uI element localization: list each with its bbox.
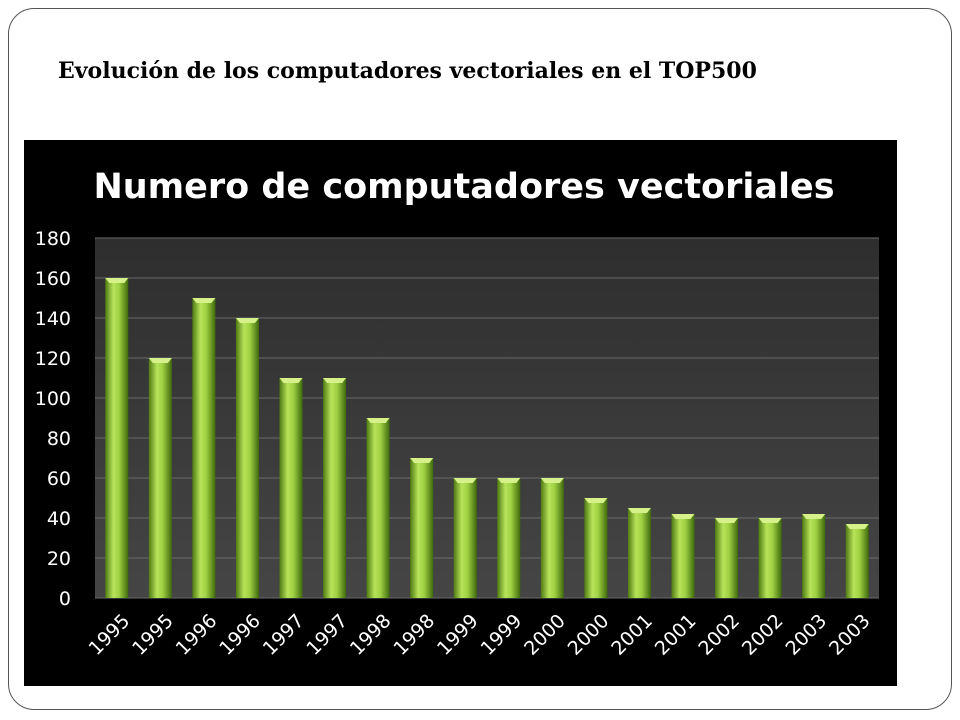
bar-top-highlight	[758, 518, 782, 523]
bar	[671, 514, 695, 598]
bar-top-highlight	[584, 498, 608, 503]
slide-title: Evolución de los computadores vectoriale…	[58, 58, 757, 84]
bar-top-highlight	[366, 418, 390, 423]
bar	[758, 518, 782, 598]
bar	[410, 458, 434, 598]
x-tick-label: 2001	[607, 610, 657, 660]
bar-top-highlight	[845, 524, 869, 529]
bar	[235, 318, 259, 598]
x-tick-label: 1998	[389, 610, 439, 660]
bar-top-highlight	[453, 478, 477, 483]
bar	[715, 518, 739, 598]
y-tick-label: 40	[47, 508, 71, 530]
bar	[540, 478, 564, 598]
bar	[453, 478, 477, 598]
bar	[323, 378, 347, 598]
bar-top-highlight	[540, 478, 564, 483]
x-tick-label: 2003	[781, 610, 831, 660]
bar	[627, 508, 651, 598]
x-tick-label: 2000	[564, 610, 614, 660]
bar-top-highlight	[192, 298, 216, 303]
bar-top-highlight	[323, 378, 347, 383]
bar	[497, 478, 521, 598]
x-tick-label: 2002	[738, 610, 788, 660]
bar-top-highlight	[410, 458, 434, 463]
y-tick-label: 0	[59, 588, 71, 610]
x-tick-label: 2003	[825, 610, 875, 660]
y-tick-label: 180	[35, 228, 71, 250]
y-tick-label: 80	[47, 428, 71, 450]
bar-top-highlight	[497, 478, 521, 483]
plot-area: 0204060801001201401601801995199519961996…	[35, 228, 879, 660]
x-tick-label: 1999	[433, 610, 483, 660]
x-tick-label: 1997	[302, 610, 352, 660]
bar	[584, 498, 608, 598]
bar-top-highlight	[802, 514, 826, 519]
y-tick-label: 20	[47, 548, 71, 570]
x-tick-label: 1998	[346, 610, 396, 660]
chart-panel: Numero de computadores vectoriales 0 20 40…	[24, 140, 897, 686]
y-tick-label: 100	[35, 388, 71, 410]
x-tick-label: 1995	[128, 610, 178, 660]
bar	[366, 418, 390, 598]
bar	[845, 524, 869, 598]
bar-top-highlight	[105, 278, 129, 283]
bar	[802, 514, 826, 598]
bar-top-highlight	[627, 508, 651, 513]
x-tick-label: 1997	[259, 610, 309, 660]
chart-title: Numero de computadores vectoriales	[93, 167, 834, 207]
bar-top-highlight	[235, 318, 259, 323]
x-tick-label: 1996	[215, 610, 265, 660]
bar-top-highlight	[671, 514, 695, 519]
bar-top-highlight	[715, 518, 739, 523]
x-tick-label: 1999	[477, 610, 527, 660]
bar-top-highlight	[148, 358, 172, 363]
bar	[105, 278, 129, 598]
bar-chart: Numero de computadores vectoriales 0 20 40…	[35, 167, 879, 660]
bar	[279, 378, 303, 598]
y-tick-label: 160	[35, 268, 71, 290]
x-tick-label: 1996	[172, 610, 222, 660]
bar	[192, 298, 216, 598]
x-tick-label: 2000	[520, 610, 570, 660]
x-tick-label: 2001	[651, 610, 701, 660]
y-tick-label: 140	[35, 308, 71, 330]
plot-background	[95, 238, 879, 598]
bar	[148, 358, 172, 598]
y-tick-label: 60	[47, 468, 71, 490]
x-tick-label: 1995	[85, 610, 135, 660]
x-tick-label: 2002	[694, 610, 744, 660]
bar-top-highlight	[279, 378, 303, 383]
y-tick-label: 120	[35, 348, 71, 370]
